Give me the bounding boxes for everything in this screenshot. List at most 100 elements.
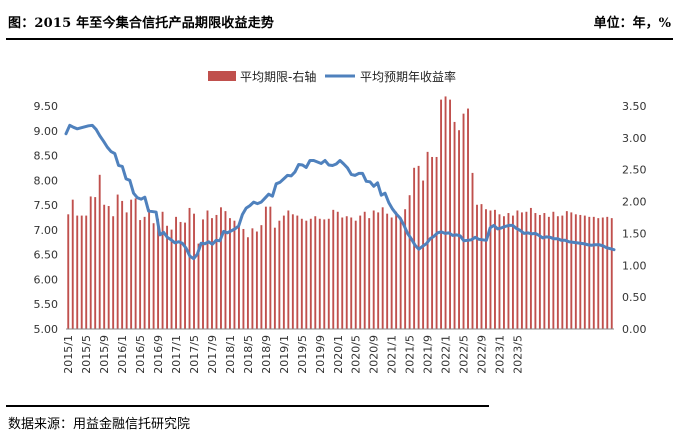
bar [242, 228, 245, 329]
bar [161, 211, 164, 329]
bar [449, 99, 451, 329]
bar [175, 216, 177, 329]
bar [251, 228, 254, 329]
bar [503, 216, 505, 329]
left-tick-label: 6.50 [34, 249, 59, 262]
bar [166, 225, 169, 329]
right-tick-label: 0.00 [622, 323, 647, 336]
bar [211, 218, 213, 329]
right-tick-label: 2.50 [622, 164, 647, 177]
bar [71, 199, 74, 329]
bar [588, 216, 591, 329]
bar [287, 210, 290, 329]
bottom-rule [6, 405, 489, 407]
bar [574, 214, 577, 329]
left-tick-label: 7.50 [34, 199, 59, 212]
unit-label: 单位：年，% [593, 16, 671, 31]
bar [255, 231, 258, 329]
bar [273, 227, 276, 329]
bar [130, 199, 133, 329]
bar [206, 210, 209, 329]
bar [323, 219, 326, 329]
bar [237, 225, 240, 329]
bar [193, 213, 195, 329]
x-tick-label: 2017/1 [170, 335, 183, 374]
left-tick-label: 9.50 [34, 100, 59, 113]
bar [516, 210, 519, 329]
bar [601, 217, 604, 329]
bar [188, 207, 191, 329]
bar [592, 216, 595, 329]
right-tick-label: 2.00 [622, 196, 647, 209]
x-tick-label: 2020/1 [332, 335, 345, 374]
bar [458, 130, 460, 329]
bar [170, 229, 173, 329]
bar [345, 216, 348, 329]
bar [116, 194, 119, 329]
bar [570, 212, 573, 329]
bar [260, 225, 263, 329]
right-tick-label: 1.50 [622, 227, 647, 240]
bar [543, 213, 546, 329]
bar [511, 215, 514, 329]
yield-line [64, 123, 616, 261]
x-tick-label: 2019/5 [296, 335, 309, 374]
chart-title: 图：2015 年至今集合信托产品期限收益走势 [8, 16, 275, 31]
right-tick-label: 3.00 [622, 132, 647, 145]
bar [76, 215, 79, 329]
bar [309, 218, 312, 329]
bar [489, 210, 492, 329]
bar [520, 212, 523, 329]
bar [386, 213, 389, 329]
bar [368, 218, 371, 329]
legend-label-line: 平均预期年收益率 [360, 69, 456, 84]
line-series-group [64, 123, 616, 261]
bar [583, 215, 586, 329]
bar [291, 214, 294, 329]
bar [494, 209, 496, 329]
bar [453, 121, 456, 330]
bar [98, 174, 101, 329]
bar [336, 211, 339, 329]
bar [332, 209, 335, 329]
bar-series [67, 96, 613, 330]
bar [327, 218, 330, 329]
x-axis: 2015/1 2015/5 2015/9 2016/1 2016/5 2016/9 2017… [62, 328, 614, 374]
bar [215, 214, 218, 329]
bar [139, 220, 142, 329]
bar [579, 214, 582, 329]
bar [538, 214, 541, 329]
bar [363, 211, 366, 329]
bar [341, 217, 344, 329]
bar [435, 156, 438, 329]
bar [224, 211, 227, 329]
bar [390, 217, 393, 329]
bar [547, 216, 550, 329]
x-tick-label: 2019/9 [314, 335, 327, 374]
x-tick-label: 2022/5 [458, 335, 471, 374]
bar [318, 218, 321, 329]
x-tick-label: 2021/9 [422, 335, 435, 374]
bar [125, 212, 128, 329]
x-tick-label: 2021/5 [404, 335, 417, 374]
bar [148, 209, 151, 329]
x-tick-label: 2017/9 [206, 335, 219, 374]
bar [444, 96, 447, 329]
left-tick-label: 5.50 [34, 298, 59, 311]
bar [246, 237, 249, 329]
bar [121, 200, 124, 329]
bar [94, 197, 97, 329]
left-tick-label: 6.00 [34, 273, 59, 286]
x-tick-label: 2016/1 [116, 335, 129, 374]
bar [377, 212, 380, 329]
x-tick-label: 2022/9 [476, 335, 489, 374]
x-tick-label: 2023/5 [511, 335, 524, 374]
bar [350, 217, 353, 329]
bar [359, 215, 362, 329]
bar [269, 206, 272, 329]
left-tick-label: 7.00 [34, 224, 59, 237]
bar [480, 204, 483, 329]
bar [431, 156, 434, 329]
x-tick-label: 2020/9 [368, 335, 381, 374]
